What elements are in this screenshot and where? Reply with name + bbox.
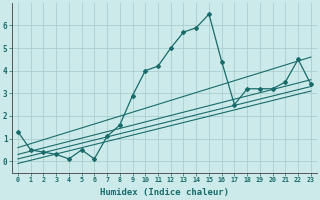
X-axis label: Humidex (Indice chaleur): Humidex (Indice chaleur)	[100, 188, 229, 197]
